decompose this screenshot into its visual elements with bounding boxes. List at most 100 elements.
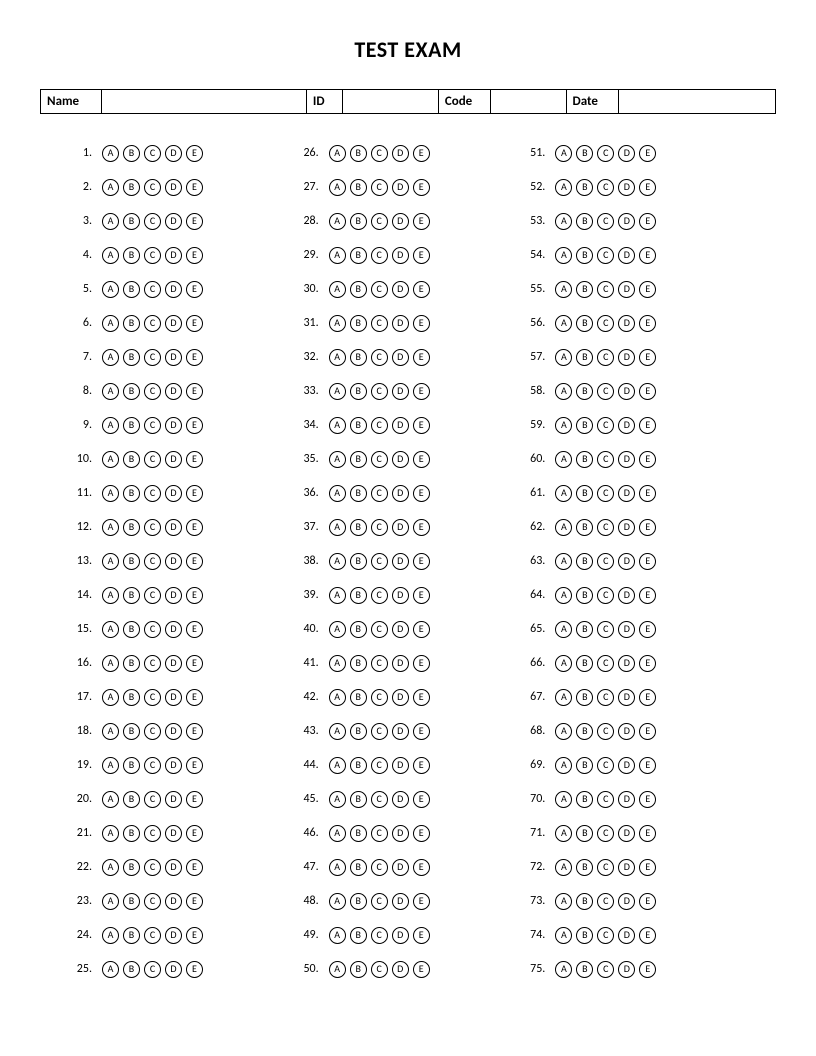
- bubble-e[interactable]: E: [186, 145, 203, 162]
- bubble-d[interactable]: D: [165, 723, 182, 740]
- bubble-c[interactable]: C: [144, 145, 161, 162]
- bubble-e[interactable]: E: [413, 417, 430, 434]
- bubble-a[interactable]: A: [102, 927, 119, 944]
- bubble-d[interactable]: D: [392, 553, 409, 570]
- bubble-a[interactable]: A: [102, 587, 119, 604]
- bubble-a[interactable]: A: [102, 859, 119, 876]
- bubble-e[interactable]: E: [413, 349, 430, 366]
- bubble-e[interactable]: E: [639, 451, 656, 468]
- bubble-b[interactable]: B: [123, 383, 140, 400]
- bubble-d[interactable]: D: [618, 859, 635, 876]
- bubble-b[interactable]: B: [350, 519, 367, 536]
- bubble-b[interactable]: B: [350, 757, 367, 774]
- bubble-b[interactable]: B: [350, 281, 367, 298]
- bubble-c[interactable]: C: [597, 451, 614, 468]
- bubble-c[interactable]: C: [597, 825, 614, 842]
- bubble-b[interactable]: B: [350, 247, 367, 264]
- bubble-a[interactable]: A: [555, 791, 572, 808]
- bubble-a[interactable]: A: [329, 553, 346, 570]
- bubble-e[interactable]: E: [413, 213, 430, 230]
- bubble-d[interactable]: D: [618, 723, 635, 740]
- bubble-d[interactable]: D: [618, 587, 635, 604]
- bubble-b[interactable]: B: [123, 893, 140, 910]
- bubble-a[interactable]: A: [329, 519, 346, 536]
- bubble-e[interactable]: E: [413, 145, 430, 162]
- bubble-c[interactable]: C: [371, 825, 388, 842]
- bubble-c[interactable]: C: [144, 757, 161, 774]
- bubble-d[interactable]: D: [165, 281, 182, 298]
- bubble-e[interactable]: E: [186, 927, 203, 944]
- bubble-a[interactable]: A: [329, 485, 346, 502]
- bubble-a[interactable]: A: [329, 825, 346, 842]
- bubble-c[interactable]: C: [597, 621, 614, 638]
- bubble-e[interactable]: E: [186, 485, 203, 502]
- bubble-a[interactable]: A: [555, 927, 572, 944]
- bubble-b[interactable]: B: [576, 519, 593, 536]
- bubble-a[interactable]: A: [329, 723, 346, 740]
- bubble-b[interactable]: B: [576, 655, 593, 672]
- bubble-c[interactable]: C: [597, 553, 614, 570]
- bubble-a[interactable]: A: [329, 689, 346, 706]
- bubble-d[interactable]: D: [392, 315, 409, 332]
- bubble-c[interactable]: C: [597, 213, 614, 230]
- bubble-d[interactable]: D: [392, 417, 409, 434]
- bubble-b[interactable]: B: [350, 417, 367, 434]
- bubble-a[interactable]: A: [555, 247, 572, 264]
- bubble-d[interactable]: D: [165, 825, 182, 842]
- bubble-e[interactable]: E: [186, 451, 203, 468]
- bubble-a[interactable]: A: [555, 689, 572, 706]
- bubble-c[interactable]: C: [144, 961, 161, 978]
- bubble-c[interactable]: C: [144, 247, 161, 264]
- bubble-a[interactable]: A: [102, 791, 119, 808]
- bubble-a[interactable]: A: [102, 315, 119, 332]
- bubble-e[interactable]: E: [639, 179, 656, 196]
- bubble-a[interactable]: A: [555, 519, 572, 536]
- bubble-a[interactable]: A: [102, 417, 119, 434]
- bubble-a[interactable]: A: [555, 723, 572, 740]
- bubble-a[interactable]: A: [329, 587, 346, 604]
- bubble-e[interactable]: E: [639, 927, 656, 944]
- bubble-b[interactable]: B: [576, 825, 593, 842]
- bubble-b[interactable]: B: [123, 145, 140, 162]
- bubble-a[interactable]: A: [102, 825, 119, 842]
- bubble-b[interactable]: B: [350, 349, 367, 366]
- bubble-c[interactable]: C: [144, 859, 161, 876]
- bubble-d[interactable]: D: [165, 689, 182, 706]
- bubble-d[interactable]: D: [392, 893, 409, 910]
- bubble-b[interactable]: B: [123, 485, 140, 502]
- bubble-d[interactable]: D: [165, 417, 182, 434]
- bubble-b[interactable]: B: [576, 213, 593, 230]
- bubble-c[interactable]: C: [144, 723, 161, 740]
- bubble-c[interactable]: C: [371, 519, 388, 536]
- bubble-a[interactable]: A: [555, 213, 572, 230]
- bubble-d[interactable]: D: [392, 179, 409, 196]
- bubble-a[interactable]: A: [329, 927, 346, 944]
- bubble-e[interactable]: E: [639, 757, 656, 774]
- header-field-id[interactable]: [342, 90, 438, 114]
- bubble-e[interactable]: E: [186, 553, 203, 570]
- bubble-a[interactable]: A: [102, 621, 119, 638]
- bubble-c[interactable]: C: [371, 213, 388, 230]
- bubble-a[interactable]: A: [329, 961, 346, 978]
- bubble-e[interactable]: E: [413, 315, 430, 332]
- bubble-c[interactable]: C: [597, 247, 614, 264]
- bubble-d[interactable]: D: [618, 757, 635, 774]
- bubble-a[interactable]: A: [555, 655, 572, 672]
- header-field-name[interactable]: [101, 90, 306, 114]
- bubble-a[interactable]: A: [555, 315, 572, 332]
- bubble-d[interactable]: D: [165, 859, 182, 876]
- bubble-a[interactable]: A: [329, 213, 346, 230]
- bubble-d[interactable]: D: [392, 791, 409, 808]
- bubble-e[interactable]: E: [186, 281, 203, 298]
- bubble-a[interactable]: A: [329, 383, 346, 400]
- bubble-e[interactable]: E: [186, 247, 203, 264]
- bubble-e[interactable]: E: [413, 655, 430, 672]
- bubble-c[interactable]: C: [371, 893, 388, 910]
- bubble-d[interactable]: D: [392, 587, 409, 604]
- bubble-d[interactable]: D: [618, 417, 635, 434]
- bubble-a[interactable]: A: [329, 859, 346, 876]
- bubble-a[interactable]: A: [329, 791, 346, 808]
- bubble-a[interactable]: A: [102, 349, 119, 366]
- bubble-c[interactable]: C: [144, 417, 161, 434]
- bubble-b[interactable]: B: [123, 179, 140, 196]
